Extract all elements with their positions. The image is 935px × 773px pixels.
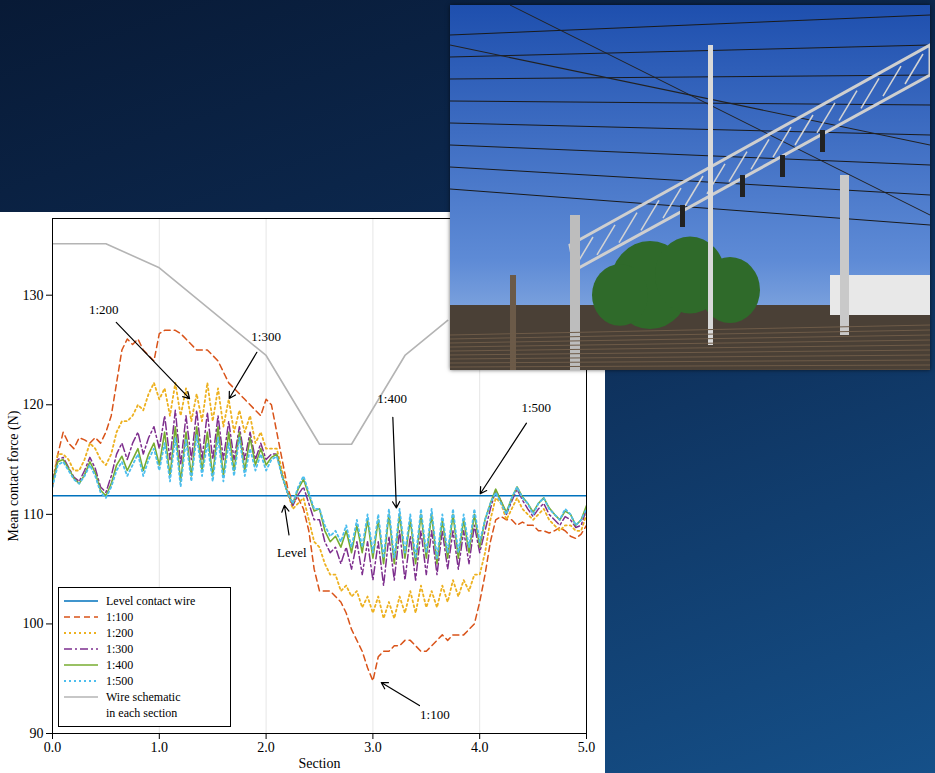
svg-text:2.0: 2.0 bbox=[257, 740, 275, 755]
svg-text:Level contact wire: Level contact wire bbox=[106, 594, 195, 608]
svg-text:1:400: 1:400 bbox=[377, 391, 407, 406]
svg-text:5.0: 5.0 bbox=[578, 740, 596, 755]
svg-text:1:500: 1:500 bbox=[521, 400, 551, 415]
svg-text:Section: Section bbox=[299, 756, 341, 771]
svg-text:130: 130 bbox=[23, 288, 44, 303]
svg-text:1.0: 1.0 bbox=[151, 740, 169, 755]
svg-text:0.0: 0.0 bbox=[44, 740, 62, 755]
svg-text:1:300: 1:300 bbox=[106, 642, 133, 656]
svg-text:1:500: 1:500 bbox=[106, 674, 133, 688]
svg-text:in each section: in each section bbox=[106, 706, 177, 720]
svg-text:90: 90 bbox=[30, 726, 44, 741]
svg-text:3.0: 3.0 bbox=[364, 740, 382, 755]
svg-text:4.0: 4.0 bbox=[471, 740, 489, 755]
svg-text:1:200: 1:200 bbox=[106, 626, 133, 640]
svg-text:1:400: 1:400 bbox=[106, 658, 133, 672]
svg-text:1:300: 1:300 bbox=[251, 329, 281, 344]
svg-text:1:200: 1:200 bbox=[89, 302, 119, 317]
svg-text:110: 110 bbox=[23, 507, 43, 522]
svg-text:120: 120 bbox=[23, 397, 44, 412]
svg-text:100: 100 bbox=[23, 616, 44, 631]
svg-text:Mean contact force (N): Mean contact force (N) bbox=[6, 410, 22, 541]
svg-text:Level: Level bbox=[277, 545, 307, 560]
svg-text:1:100: 1:100 bbox=[106, 610, 133, 624]
svg-text:1:100: 1:100 bbox=[420, 707, 450, 722]
svg-text:Wire schematic: Wire schematic bbox=[106, 690, 180, 704]
